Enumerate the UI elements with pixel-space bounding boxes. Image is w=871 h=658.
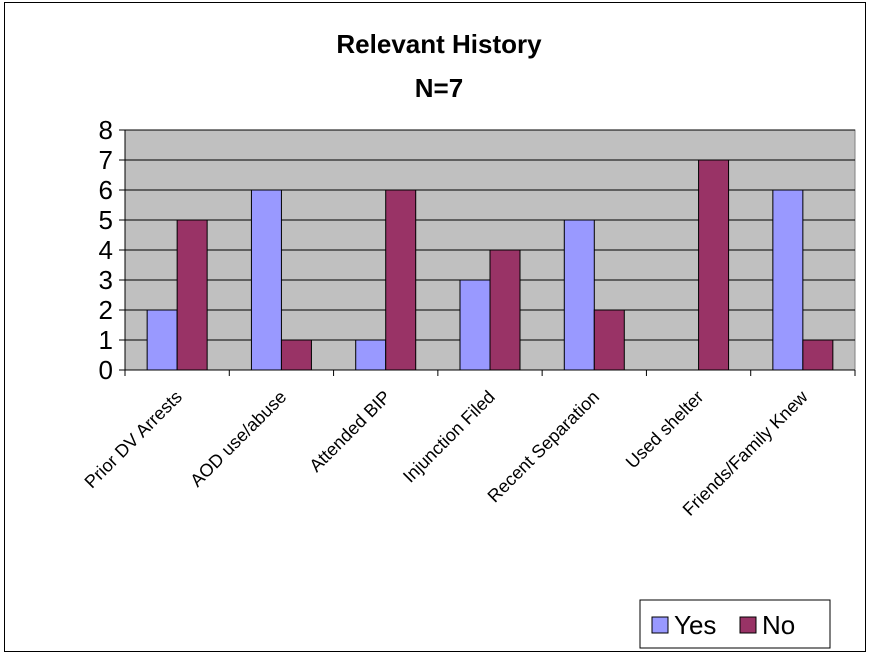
x-tick-label: AOD use/abuse xyxy=(186,387,290,491)
bar-no-4 xyxy=(489,249,521,371)
y-tick-label: 2 xyxy=(99,295,113,325)
legend-swatch-no xyxy=(739,616,757,634)
legend-label-yes: Yes xyxy=(674,610,716,640)
y-tick-label: 3 xyxy=(99,265,113,295)
legend: Yes No xyxy=(639,599,831,649)
bar-no-7 xyxy=(802,339,834,371)
bar-yes-1 xyxy=(146,309,178,371)
x-tick-label: Attended BIP xyxy=(305,387,394,476)
y-tick-label: 6 xyxy=(99,175,113,205)
bar-no-5 xyxy=(593,309,625,371)
y-tick-label: 1 xyxy=(99,325,113,355)
bar-yes-4 xyxy=(459,279,491,371)
bar-yes-5 xyxy=(563,219,595,371)
x-tick-label: Recent Separation xyxy=(484,387,604,507)
x-tick-label: Prior DV Arrests xyxy=(81,387,186,492)
x-tick-label: Injunction Filed xyxy=(399,387,499,487)
bar-no-2 xyxy=(280,339,312,371)
x-tick-label: Used shelter xyxy=(622,387,708,473)
bar-no-3 xyxy=(385,189,417,371)
bar-yes-7 xyxy=(772,189,804,371)
bar-yes-3 xyxy=(355,339,387,371)
legend-box xyxy=(639,599,831,649)
legend-label-no: No xyxy=(762,610,795,640)
y-tick-label: 8 xyxy=(99,115,113,145)
bar-no-6 xyxy=(698,159,730,371)
bar-yes-2 xyxy=(250,189,282,371)
chart-subtitle: N=7 xyxy=(415,73,463,103)
y-tick-label: 5 xyxy=(99,205,113,235)
bar-no-1 xyxy=(176,219,208,371)
y-tick-label: 7 xyxy=(99,145,113,175)
chart-title: Relevant History xyxy=(336,29,542,59)
y-tick-label: 0 xyxy=(99,355,113,385)
legend-swatch-yes xyxy=(651,616,669,634)
y-tick-label: 4 xyxy=(99,235,113,265)
